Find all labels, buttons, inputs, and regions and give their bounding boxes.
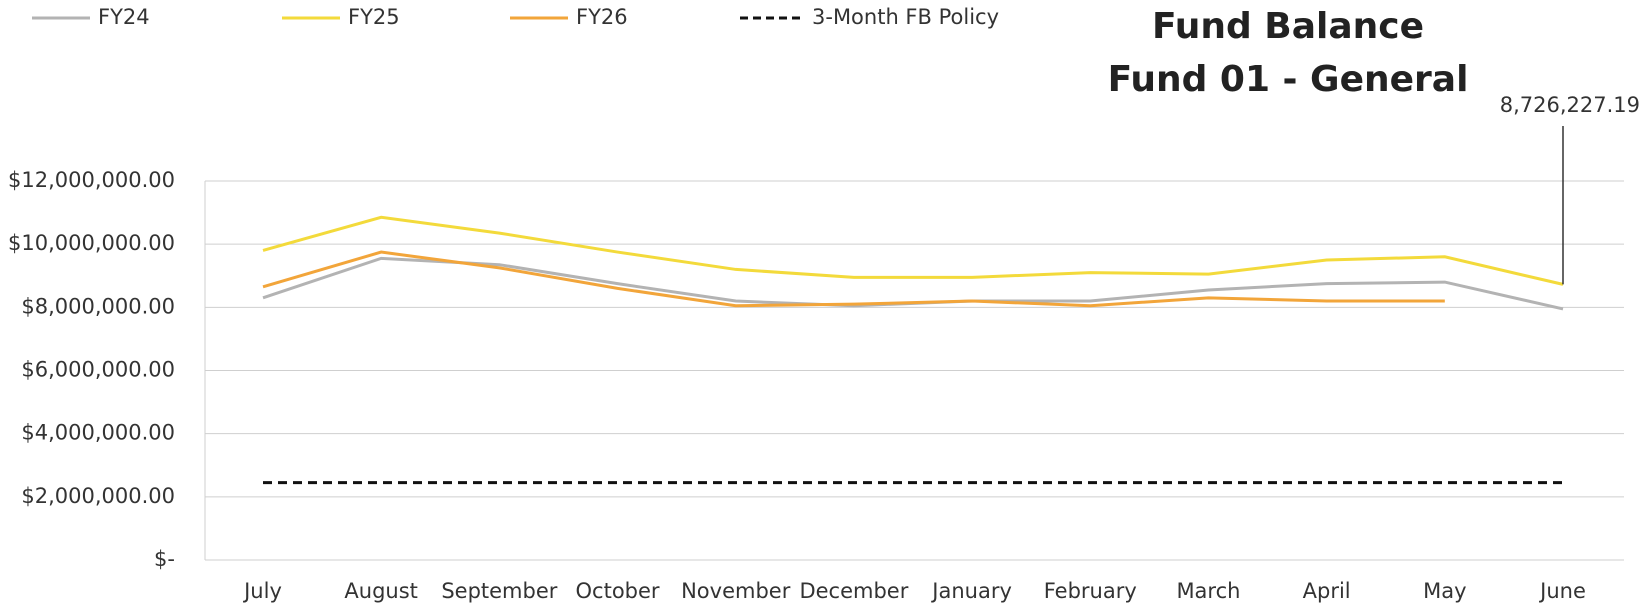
data-label: 8,726,227.19 xyxy=(1500,93,1640,117)
x-tick-label: April xyxy=(1303,579,1351,603)
series-line xyxy=(262,215,1564,286)
x-tick-label: March xyxy=(1176,579,1240,603)
chart-title: Fund Balance xyxy=(1152,6,1424,47)
series-line xyxy=(262,250,1445,308)
y-tick-label: $6,000,000.00 xyxy=(21,358,175,382)
x-tick-label: September xyxy=(441,579,557,603)
x-tick-label: November xyxy=(681,579,791,603)
y-tick-label: $10,000,000.00 xyxy=(8,231,175,255)
y-tick-label: $- xyxy=(154,547,175,571)
y-tick-label: $4,000,000.00 xyxy=(21,421,175,445)
y-tick-label: $12,000,000.00 xyxy=(8,168,175,192)
legend-label: FY24 xyxy=(98,5,150,29)
x-tick-label: June xyxy=(1538,579,1586,603)
x-tick-label: August xyxy=(344,579,418,603)
x-tick-label: February xyxy=(1044,579,1137,603)
legend-label: FY26 xyxy=(576,5,628,29)
x-tick-label: October xyxy=(576,579,660,603)
y-tick-label: $2,000,000.00 xyxy=(21,484,175,508)
x-tick-label: December xyxy=(799,579,908,603)
y-tick-label: $8,000,000.00 xyxy=(21,294,175,318)
x-tick-label: May xyxy=(1423,579,1466,603)
chart-subtitle: Fund 01 - General xyxy=(1108,59,1469,100)
x-tick-label: January xyxy=(930,579,1012,603)
legend-label: 3-Month FB Policy xyxy=(812,5,999,29)
legend-label: FY25 xyxy=(348,5,400,29)
x-tick-label: July xyxy=(242,579,282,603)
